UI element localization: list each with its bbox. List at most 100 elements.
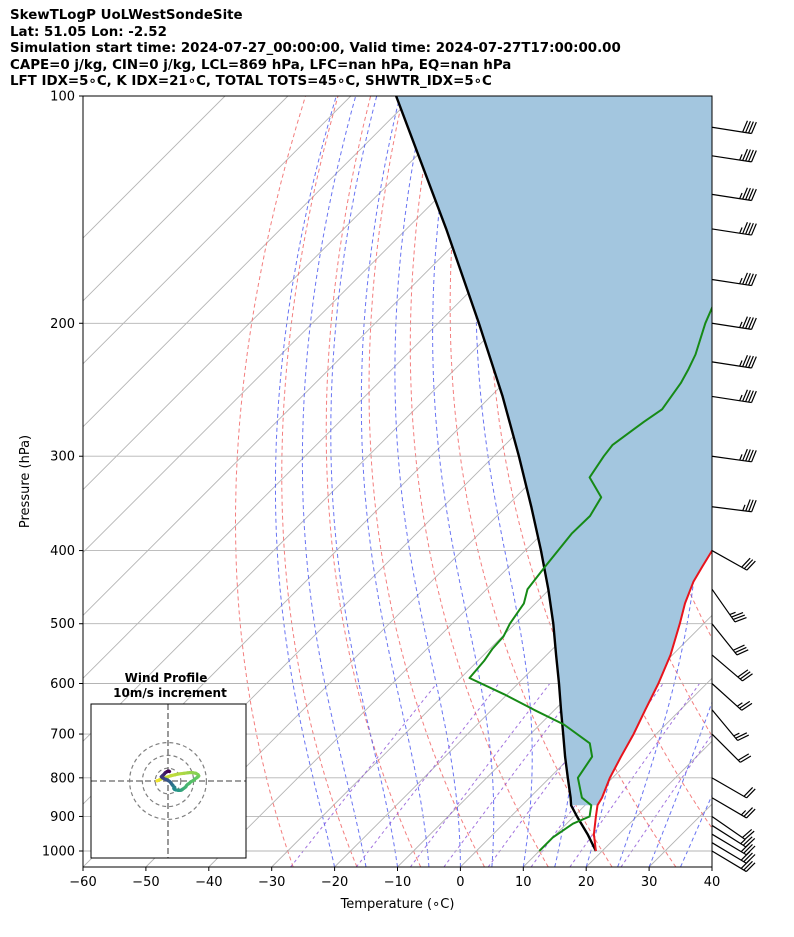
y-tick-label: 400: [50, 544, 75, 559]
wind-barb-full: [745, 120, 751, 133]
y-axis-ticks: 100 200 300 400 500 600 700 800 900 1000: [42, 90, 83, 860]
wind-barb-full: [748, 188, 754, 201]
moist-adiabat-line: [360, 96, 430, 867]
wind-barb-shaft: [711, 850, 747, 873]
cin-shading: [396, 96, 712, 806]
wind-barb-shaft: [711, 361, 752, 369]
wind-barb-full: [750, 390, 757, 403]
wind-barb-full: [746, 788, 756, 799]
isotherm-line: [397, 551, 712, 867]
x-tick-label: 0: [456, 875, 464, 890]
x-axis-label: Temperature (∘C): [340, 897, 455, 912]
wind-barb-full: [748, 317, 754, 330]
isotherm-line: [83, 96, 477, 491]
dry-adiabat-line: [368, 96, 485, 867]
x-tick-label: −40: [195, 875, 222, 890]
stability-indices-line: LFT IDX=5∘C, K IDX=21∘C, TOTAL TOTS=45∘C…: [10, 74, 492, 89]
wind-barb-full: [734, 646, 747, 654]
y-tick-label: 1000: [42, 845, 75, 860]
y-tick-label: 800: [50, 771, 75, 786]
chart-header: SkewTLogP UoLWestSondeSite Lat: 51.05 Lo…: [10, 8, 780, 91]
wind-barb-full: [748, 499, 754, 512]
hodograph-inset: Wind Profile 10m/s increment: [90, 671, 247, 859]
wind-barb-full: [745, 449, 751, 462]
wind-barb: [711, 733, 752, 763]
x-tick-label: −60: [69, 875, 96, 890]
wind-barb-full: [750, 188, 757, 201]
wind-barb: [711, 588, 747, 623]
wind-barb-half: [739, 277, 743, 284]
moist-adiabat-line: [680, 793, 712, 867]
mixing-ratio-line: [569, 683, 700, 867]
x-tick-label: 40: [704, 875, 721, 890]
wind-barb-shaft: [711, 455, 752, 463]
wind-barb: [711, 222, 757, 236]
x-tick-label: 20: [578, 875, 595, 890]
wind-barb-shaft: [711, 777, 747, 799]
wind-barb: [711, 448, 757, 463]
wind-barb-shaft: [711, 733, 741, 763]
y-tick-label: 600: [50, 677, 75, 692]
isotherm-line: [83, 96, 226, 239]
moist-adiabat-line: [743, 96, 794, 867]
wind-barb-shaft: [711, 126, 752, 135]
wind-barb-full: [748, 149, 754, 162]
wind-barb-full: [745, 273, 751, 285]
x-tick-label: −20: [321, 875, 348, 890]
wind-barb-half: [739, 321, 743, 328]
moist-adiabat-line: [648, 700, 712, 867]
simulation-time-line: Simulation start time: 2024-07-27_00:00:…: [10, 41, 621, 56]
wind-barb-full: [736, 649, 749, 656]
wind-barb: [711, 550, 756, 571]
wind-barb-shaft: [711, 395, 752, 404]
wind-barb-full: [737, 734, 750, 742]
wind-barb-full: [748, 449, 754, 462]
wind-barb: [711, 354, 757, 369]
isotherm-line: [522, 677, 712, 867]
wind-barb: [711, 850, 756, 873]
wind-barb-shaft: [711, 623, 738, 656]
wind-barb: [711, 797, 756, 819]
wind-barb-full: [733, 644, 745, 651]
wind-barb: [711, 709, 750, 742]
wind-barb-shaft: [711, 278, 752, 287]
wind-barb-full: [742, 316, 748, 329]
wind-barb-shaft: [711, 815, 746, 840]
profile-lines: [394, 96, 712, 852]
dry-adiabat-line: [235, 96, 306, 867]
cape-cin-line: CAPE=0 j/kg, CIN=0 j/kg, LCL=869 hPa, LF…: [10, 57, 512, 73]
wind-barb-full: [743, 844, 753, 854]
wind-barb-full: [745, 845, 756, 856]
wind-barb-full: [742, 673, 753, 682]
wind-barb-full: [748, 390, 754, 403]
hodograph-plot: [91, 704, 246, 858]
wind-barb-full: [745, 187, 751, 200]
wind-barb: [711, 316, 757, 330]
wind-barb-full: [745, 862, 756, 872]
wind-barb-full: [745, 854, 756, 864]
hodograph-subtitle: 10m/s increment: [113, 686, 227, 700]
wind-barb-half: [740, 810, 747, 816]
wind-barb-full: [750, 356, 757, 369]
wind-barb-full: [737, 669, 749, 678]
wind-barb-half: [739, 454, 743, 461]
wind-barb-full: [742, 389, 748, 402]
temperature-line: [592, 549, 712, 852]
wind-barb: [711, 187, 757, 202]
wind-barb-full: [735, 732, 748, 739]
y-tick-label: 700: [50, 728, 75, 743]
hodograph-title: Wind Profile: [125, 671, 208, 685]
wind-barb: [711, 499, 757, 513]
wind-barb-half: [733, 732, 740, 737]
wind-barb-full: [745, 837, 756, 848]
wind-barb-full: [745, 222, 751, 235]
isotherm-line: [83, 96, 289, 302]
wind-barb-full: [742, 836, 753, 846]
wind-barb-shaft: [711, 588, 736, 623]
wind-barb-full: [750, 273, 757, 286]
mixing-ratio-line: [290, 683, 438, 867]
wind-barb-shaft: [711, 506, 752, 513]
x-tick-label: 30: [641, 875, 658, 890]
wind-barb-full: [742, 187, 748, 200]
